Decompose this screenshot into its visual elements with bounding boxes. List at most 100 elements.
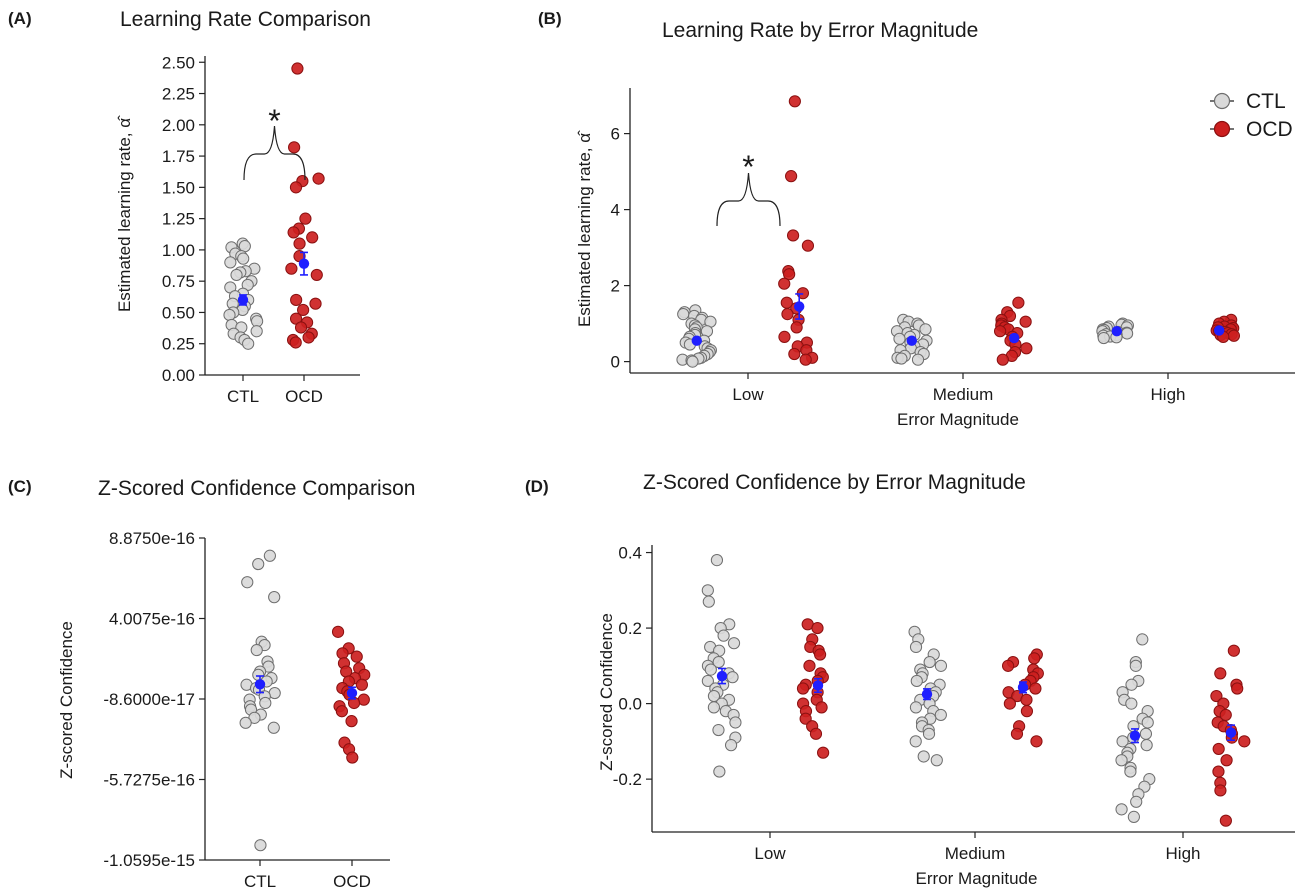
panel-c-label: (C) <box>8 477 32 496</box>
ocd-data-point <box>799 353 812 366</box>
mean-marker <box>716 670 728 682</box>
significance-bracket <box>716 172 781 227</box>
significance-bracket <box>243 125 306 181</box>
ctl-data-point <box>919 323 932 336</box>
y-tick-label: 0.25 <box>162 335 195 354</box>
mean-marker <box>1129 730 1141 741</box>
ctl-data-point <box>930 754 943 767</box>
ocd-data-point <box>293 237 306 250</box>
ocd-data-point <box>801 239 815 252</box>
mean-marker <box>1009 332 1020 344</box>
ocd-data-point <box>1020 693 1033 706</box>
y-axis-label: Z-scored Confidence <box>597 613 616 771</box>
mean-marker <box>812 680 824 691</box>
ocd-data-point <box>996 353 1009 366</box>
ctl-data-point <box>729 716 742 729</box>
ocd-data-point <box>310 268 323 282</box>
panel-a-label: (A) <box>8 9 32 28</box>
ocd-data-point <box>788 347 801 361</box>
ctl-data-point <box>710 554 724 567</box>
legend-label: CTL <box>1246 90 1286 113</box>
ocd-data-point <box>289 336 302 349</box>
mean-marker <box>1225 727 1237 738</box>
legend-ctl-marker <box>1213 92 1231 110</box>
ctl-data-point <box>250 643 263 657</box>
ocd-data-point <box>815 701 828 714</box>
ctl-data-point <box>909 735 922 748</box>
ctl-data-point <box>702 595 715 608</box>
panel-b-label: (B) <box>538 9 562 28</box>
panel-b-title: Learning Rate by Error Magnitude <box>662 19 978 42</box>
ocd-data-point <box>1212 765 1225 778</box>
y-tick-label: -5.7275e-16 <box>103 771 195 790</box>
y-tick-label: 0.75 <box>162 272 195 291</box>
ctl-data-point <box>254 839 267 852</box>
ctl-data-point <box>250 325 263 338</box>
mean-marker <box>794 301 805 312</box>
ctl-data-point <box>1139 727 1153 740</box>
ctl-data-point <box>1120 327 1134 340</box>
ctl-data-point <box>1115 803 1128 816</box>
y-tick-label: 2.50 <box>162 53 195 72</box>
ocd-data-point <box>1012 296 1025 309</box>
ctl-data-point <box>934 659 948 672</box>
ocd-data-point <box>813 648 827 661</box>
mean-marker <box>237 294 249 306</box>
ctl-data-point <box>909 701 923 714</box>
legend-ocd-marker <box>1213 120 1231 138</box>
x-tick-label: Low <box>754 844 786 863</box>
ocd-data-point <box>781 308 794 321</box>
ocd-data-point <box>796 682 810 695</box>
ctl-data-point <box>895 352 908 365</box>
x-tick-label: High <box>1166 844 1201 863</box>
ocd-data-point <box>335 705 348 718</box>
ocd-data-point <box>306 231 319 244</box>
significance-star: * <box>742 149 754 185</box>
x-tick-label: CTL <box>244 872 276 890</box>
ocd-data-point <box>291 62 304 75</box>
y-tick-label: 0.00 <box>162 366 195 385</box>
ocd-data-point <box>785 170 798 183</box>
ctl-data-point <box>893 332 906 345</box>
ocd-data-point <box>817 746 830 759</box>
ocd-data-point <box>1238 735 1251 748</box>
ctl-data-point <box>1129 659 1142 672</box>
ctl-data-point <box>242 337 255 350</box>
ocd-data-point <box>336 647 349 660</box>
y-axis-label: Z-scored Confidence <box>57 621 76 779</box>
significance-star: * <box>268 103 280 139</box>
ctl-data-point <box>712 723 725 737</box>
ocd-data-point <box>1231 682 1244 695</box>
ctl-data-point <box>1136 633 1149 646</box>
x-axis-label: Error Magnitude <box>897 410 1019 429</box>
ocd-data-point <box>331 625 345 638</box>
ocd-data-point <box>309 297 322 310</box>
ocd-data-point <box>811 621 824 635</box>
ctl-data-point <box>677 308 690 321</box>
y-tick-label: 1.75 <box>162 147 195 166</box>
y-tick-label: 4 <box>611 201 620 220</box>
ocd-data-point <box>294 321 308 334</box>
ocd-data-point <box>1227 644 1240 657</box>
ocd-data-point <box>297 303 310 317</box>
ctl-data-point <box>1115 754 1128 767</box>
ocd-data-point <box>1210 689 1223 703</box>
x-tick-label: OCD <box>285 387 323 406</box>
ocd-data-point <box>345 715 358 728</box>
ocd-data-point <box>302 331 315 344</box>
chart-panel-b: 0 2 4 6 Low Medium High Estimated learning rate… <box>575 88 1295 429</box>
ctl-data-point <box>238 240 251 253</box>
ocd-data-point <box>1019 315 1032 328</box>
y-tick-label: 0.50 <box>162 303 195 322</box>
ocd-data-point <box>1003 697 1016 710</box>
ctl-data-point <box>1097 331 1110 345</box>
x-tick-label: Medium <box>945 844 1005 863</box>
mean-marker <box>1017 682 1029 693</box>
mean-marker <box>254 679 266 690</box>
ctl-data-point <box>1130 795 1143 808</box>
ocd-data-point <box>790 321 803 334</box>
ctl-data-point <box>268 591 281 604</box>
ctl-data-point <box>701 584 714 597</box>
y-tick-label: 8.8750e-16 <box>109 529 195 548</box>
ocd-data-point <box>1219 814 1232 827</box>
